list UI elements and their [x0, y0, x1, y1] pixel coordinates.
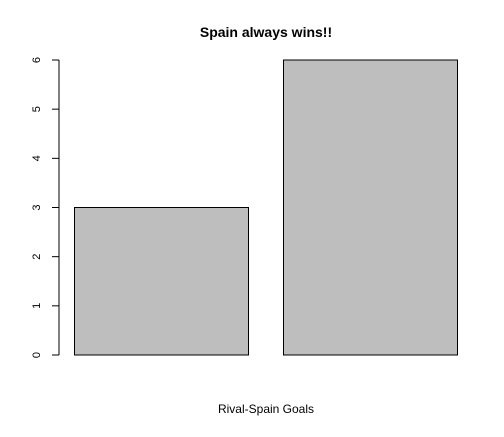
bar-2 — [283, 59, 458, 356]
chart-title: Spain always wins!! — [200, 24, 332, 40]
y-tick-label: 2 — [31, 254, 43, 260]
bar-1 — [74, 207, 249, 356]
y-tick-label: 1 — [31, 303, 43, 309]
y-tick-label: 6 — [31, 57, 43, 63]
x-axis-label: Rival-Spain Goals — [218, 402, 314, 416]
y-axis: 0 1 2 3 4 5 6 — [31, 57, 60, 358]
y-tick-label: 0 — [31, 352, 43, 358]
y-tick-label: 5 — [31, 106, 43, 112]
y-tick-label: 4 — [31, 155, 43, 161]
bars — [74, 59, 458, 356]
y-tick-label: 3 — [31, 204, 43, 210]
